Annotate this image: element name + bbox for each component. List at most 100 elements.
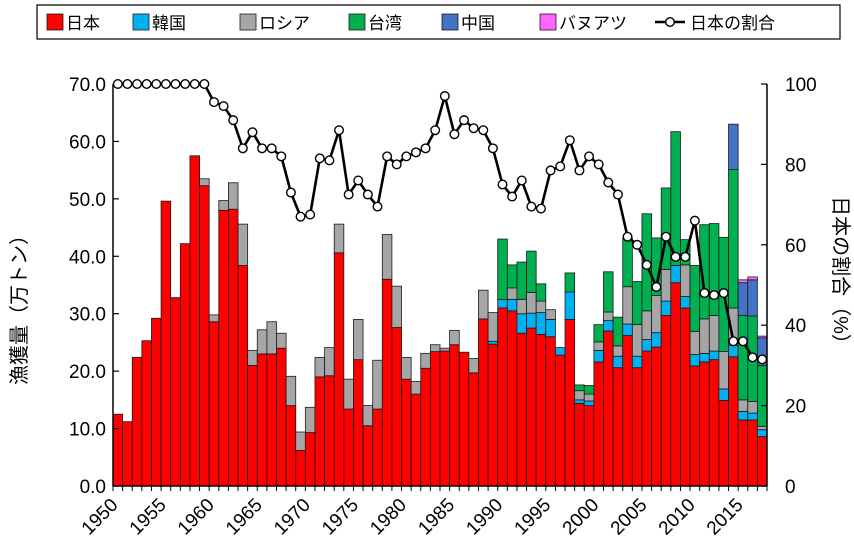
- ratio-point: [208, 97, 219, 108]
- bar-segment: [718, 351, 729, 390]
- ratio-point: [324, 155, 335, 166]
- bar-segment: [535, 283, 547, 302]
- ratio-point: [295, 211, 306, 222]
- ratio-point: [718, 288, 729, 299]
- ratio-point: [228, 115, 239, 126]
- ratio-point: [353, 175, 364, 186]
- bar-segment: [295, 431, 306, 451]
- ratio-point: [237, 143, 248, 154]
- bar-segment: [420, 352, 431, 369]
- bar-segment: [247, 350, 258, 366]
- bar-segment: [670, 265, 681, 284]
- bar-segment: [737, 399, 749, 412]
- y-axis-title-right: 日本の割合（%）: [829, 196, 852, 354]
- legend-label: 日本: [66, 14, 100, 33]
- bar-segment: [458, 351, 470, 487]
- bar-segment: [603, 330, 614, 487]
- ratio-point: [574, 165, 585, 176]
- bar-segment: [555, 347, 566, 356]
- ratio-point: [189, 78, 200, 89]
- bar-segment: [593, 361, 604, 487]
- bar-segment: [728, 344, 739, 358]
- bar-segment: [429, 344, 441, 353]
- ratio-point: [410, 147, 421, 158]
- ratio-point: [535, 203, 546, 214]
- bar-segment: [381, 234, 393, 280]
- bar-segment: [651, 294, 662, 334]
- bar-segment: [699, 318, 710, 354]
- bar-segment: [381, 278, 393, 487]
- bar-segment: [680, 264, 691, 297]
- bar-segment: [199, 185, 210, 487]
- bar-segment: [285, 405, 297, 487]
- ratio-point: [122, 78, 133, 89]
- ratio-point: [699, 288, 710, 299]
- bar-segment: [468, 372, 479, 487]
- bar-segment: [718, 400, 729, 487]
- bar-segment: [449, 344, 460, 487]
- bar-segment: [737, 279, 749, 284]
- y-tick-label-right: 100: [785, 75, 817, 96]
- legend-marker: [665, 17, 676, 28]
- bar-segment: [535, 333, 547, 487]
- ratio-point: [737, 336, 748, 347]
- bar-segment: [670, 131, 681, 266]
- bar-segment: [593, 324, 604, 343]
- bar-segment: [353, 359, 364, 487]
- ratio-point: [564, 135, 575, 146]
- bar-segment: [622, 237, 633, 288]
- bar-segment: [689, 365, 701, 487]
- ratio-point: [372, 201, 383, 212]
- ratio-point: [478, 125, 489, 136]
- x-tick-label: 1985: [414, 495, 459, 540]
- bar-segment: [343, 378, 354, 410]
- bar-segment: [670, 282, 681, 487]
- bar-segment: [535, 312, 547, 335]
- ratio-point: [199, 78, 210, 89]
- bar-segment: [689, 331, 701, 355]
- x-tick-label: 1995: [511, 495, 556, 540]
- bar-segment: [603, 320, 614, 332]
- bar-segment: [622, 323, 633, 336]
- x-tick-label: 1975: [318, 495, 363, 540]
- y-tick-label-right: 80: [785, 155, 806, 176]
- legend-swatch: [46, 13, 64, 31]
- bar-segment: [516, 298, 527, 315]
- ratio-point: [612, 189, 623, 200]
- ratio-point: [132, 78, 143, 89]
- bar-segment: [651, 346, 662, 487]
- x-tick-label: 2000: [559, 495, 604, 540]
- bar-segment: [756, 364, 768, 427]
- y-tick-label-right: 40: [785, 316, 806, 337]
- bar-segment: [747, 401, 758, 414]
- y-tick-label-left: 40.0: [69, 247, 106, 268]
- bar-segment: [285, 375, 297, 406]
- legend-swatch: [539, 13, 557, 31]
- bar-segment: [391, 285, 402, 328]
- bar-segment: [612, 355, 624, 369]
- bar-segment: [612, 316, 624, 347]
- ratio-point: [555, 161, 566, 172]
- bar-segment: [747, 412, 758, 421]
- bar-segment: [574, 399, 585, 404]
- bar-segment: [526, 250, 537, 293]
- bar-segment: [708, 223, 720, 316]
- bar-segment: [631, 281, 643, 326]
- x-tick-label: 1965: [222, 495, 267, 540]
- bar-segment: [122, 421, 133, 487]
- bar-segment: [314, 376, 325, 487]
- legend-label: 日本の割合: [690, 14, 775, 33]
- bar-segment: [353, 319, 364, 361]
- ratio-point: [728, 336, 739, 347]
- bar-segment: [516, 261, 527, 300]
- bar-segment: [276, 347, 287, 487]
- ratio-point: [314, 153, 325, 164]
- bar-segment: [449, 329, 460, 346]
- legend-swatch: [132, 13, 150, 31]
- ratio-point: [420, 143, 431, 154]
- bar-segment: [622, 286, 633, 325]
- ratio-point: [343, 189, 354, 200]
- ratio-point: [622, 231, 633, 242]
- bar-segment: [708, 359, 720, 487]
